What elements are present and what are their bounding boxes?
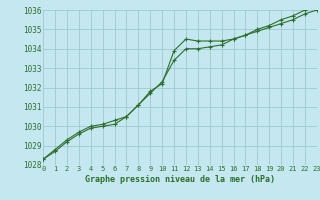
X-axis label: Graphe pression niveau de la mer (hPa): Graphe pression niveau de la mer (hPa) bbox=[85, 175, 275, 184]
